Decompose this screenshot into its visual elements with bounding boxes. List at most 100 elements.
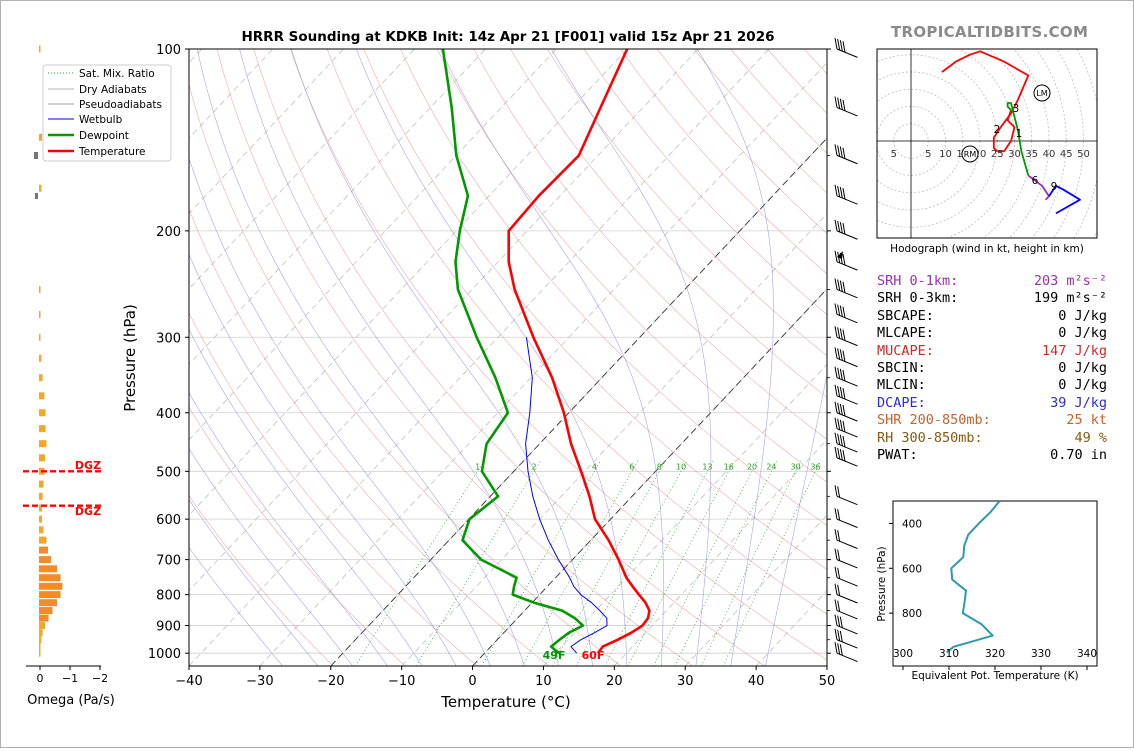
hodograph-segment	[941, 50, 1030, 152]
omega-bar	[39, 629, 43, 637]
omega-bar	[39, 622, 45, 630]
watermark: TROPICALTIDBITS.COM	[891, 23, 1089, 41]
omega-bar	[39, 492, 43, 500]
wind-barb-staff	[836, 495, 858, 506]
hodograph-height-label: 2	[994, 124, 1001, 136]
parameter-label: SBCAPE:	[877, 307, 934, 324]
wind-barb-staff	[836, 377, 858, 387]
parameter-label: SRH 0-3km:	[877, 290, 959, 307]
omega-bar	[39, 546, 48, 554]
wind-barb-staff	[836, 154, 858, 165]
wind-barb-staff	[836, 288, 858, 299]
hodograph-marker-circle	[961, 145, 979, 163]
mixing-ratio-label: 10	[676, 462, 686, 471]
mixing-ratio-line	[522, 460, 639, 666]
isotherm-line	[189, 49, 557, 441]
omega-bar	[39, 409, 46, 417]
wind-barb-flag	[837, 367, 841, 379]
mixing-ratio-line	[674, 460, 778, 666]
wind-barb-flag	[842, 223, 846, 235]
legend-label-wetbulb: Wetbulb	[79, 114, 123, 126]
omega-bar	[39, 614, 49, 622]
wind-barb-flag	[839, 349, 843, 361]
omega-bar	[39, 607, 53, 615]
omega-bar	[39, 574, 61, 582]
wind-barb-flag	[834, 583, 838, 595]
hodograph-marker-label: RM	[964, 150, 977, 159]
omega-bar	[39, 184, 42, 192]
mixing-ratio-line	[354, 460, 485, 666]
skewt-profile-lines	[441, 49, 651, 655]
wind-barb-staff	[836, 395, 858, 405]
wind-barb-staff	[836, 457, 858, 467]
theta-e-y-tick-label: 600	[902, 563, 922, 575]
hodograph-ring-label: 5	[891, 149, 897, 160]
hodograph-ring-label: 45	[1060, 149, 1073, 160]
omega-bar	[39, 565, 57, 573]
wind-barb-flag	[839, 368, 843, 380]
wind-barb-flag	[834, 529, 838, 541]
parameter-label: MUCAPE:	[877, 342, 934, 359]
wind-barb-flag	[834, 144, 838, 156]
parameter-value: 0 J/kg	[1058, 360, 1107, 376]
wind-barb-staff	[836, 230, 858, 240]
pseudoadiabat-line	[291, 49, 593, 666]
wind-barb-flag	[834, 184, 838, 196]
parameter-row: MLCAPE: 0 J/kg	[877, 325, 1107, 343]
wind-barb-staff	[836, 625, 858, 635]
pseudoadiabat-line	[356, 49, 628, 666]
hodograph-ring-label: 20	[974, 149, 987, 160]
wind-barb-flag	[839, 644, 843, 656]
wind-barb-flag	[842, 147, 846, 159]
wind-barb-flag	[837, 530, 841, 542]
wind-barb-flag	[837, 385, 841, 398]
hodograph-segment	[997, 109, 1016, 153]
legend-label-dry-adiabat: Dry Adiabats	[79, 84, 147, 96]
omega-marker	[34, 152, 38, 159]
wind-barb-flag	[834, 401, 838, 413]
y-tick-label: 1000	[148, 647, 181, 662]
omega-bar	[39, 582, 63, 590]
wind-barb-flag	[842, 281, 846, 293]
wind-barb-flag	[837, 584, 841, 596]
wind-barb-staff	[836, 652, 858, 663]
dry-adiabat-line	[216, 49, 693, 666]
wind-barb-pennant	[837, 251, 843, 259]
hodograph-ring-label: 50	[1077, 149, 1090, 160]
pseudoadiabat-line	[697, 49, 774, 666]
hodograph-ring-label: 5	[925, 149, 931, 160]
omega-bar	[39, 649, 41, 657]
wind-barb-flag	[837, 629, 841, 641]
legend-label-mix-ratio: Sat. Mix. Ratio	[79, 68, 155, 80]
theta-e-x-tick-label: 320	[985, 648, 1005, 660]
wind-barb-flag	[834, 417, 838, 429]
parameter-value: 147 J/kg	[1041, 342, 1107, 359]
parameter-label: DCAPE:	[877, 394, 926, 411]
hodograph-height-label: 6	[1032, 175, 1039, 187]
skewt-plot-frame	[188, 48, 828, 667]
wind-barb-flag	[842, 435, 846, 448]
mixing-ratio-label: 20	[747, 462, 757, 471]
isotherm-line	[189, 49, 628, 516]
dry-adiabat-line	[189, 208, 550, 666]
theta-e-x-tick-label: 340	[1077, 648, 1097, 660]
hodograph-rings	[877, 49, 1097, 238]
wind-barb-flag	[837, 348, 841, 360]
omega-bar	[39, 440, 47, 448]
wind-barb-flag	[842, 306, 846, 318]
hodograph-segment	[1006, 102, 1030, 176]
x-tick-label: 40	[748, 674, 765, 689]
mixing-ratio-line	[551, 460, 666, 666]
omega-bar	[39, 310, 41, 318]
wind-barb-staff	[836, 336, 858, 347]
wetbulb-line	[525, 337, 608, 654]
hodograph-height-label: 3	[1013, 103, 1020, 115]
wind-barb-flag	[842, 329, 846, 341]
hodograph-ring-label: 10	[939, 149, 952, 160]
pseudoadiabat-line	[765, 372, 827, 666]
surface-dewpoint-label: 49F	[543, 649, 566, 662]
pseudoadiabat-line	[196, 49, 525, 666]
wind-barb-staff	[836, 195, 858, 205]
